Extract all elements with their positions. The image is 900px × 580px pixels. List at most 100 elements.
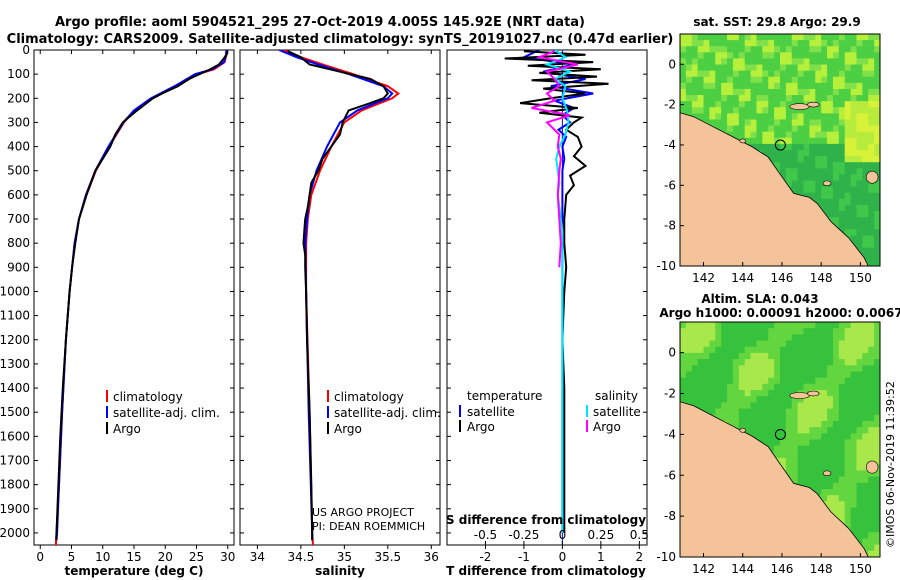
ocean-cell	[838, 445, 846, 453]
ocean-cell	[838, 390, 846, 397]
map-y-tick-label: -4	[664, 138, 676, 152]
ocean-cell	[874, 420, 880, 428]
ocean-cell	[815, 88, 822, 96]
ocean-cell	[803, 88, 811, 96]
ocean-cell	[874, 377, 880, 385]
ocean-cell	[821, 125, 828, 133]
ocean-cell	[821, 101, 828, 108]
ocean-cell	[809, 125, 816, 133]
salinity-axis: 34 34.5 35 35.5 36	[240, 49, 440, 564]
x-tick-label: 1	[597, 550, 605, 564]
ocean-cell	[850, 476, 858, 484]
ocean-cell	[803, 143, 811, 151]
depth-tick-label: 1500	[0, 405, 30, 419]
ocean-cell	[780, 119, 787, 127]
ocean-cell	[827, 383, 834, 391]
ocean-cell	[862, 156, 869, 163]
ocean-cell	[780, 156, 787, 163]
ocean-cell	[785, 137, 793, 145]
ocean-cell	[774, 334, 781, 342]
ocean-cell	[768, 377, 775, 385]
ocean-cell	[762, 427, 769, 434]
ocean-cell	[821, 352, 828, 360]
ocean-cell	[768, 396, 775, 403]
s-tick-label: -0.25	[508, 528, 539, 542]
ocean-cell	[815, 451, 822, 459]
ocean-cell	[721, 414, 728, 422]
ocean-cell	[762, 433, 769, 441]
ocean-cell	[862, 40, 869, 47]
ocean-cell	[856, 180, 863, 188]
ocean-cell	[709, 359, 716, 366]
ocean-cell	[862, 143, 869, 151]
ocean-cell	[809, 396, 816, 403]
ocean-cell	[703, 352, 711, 360]
ocean-cell	[874, 253, 880, 261]
ocean-cell	[850, 95, 858, 102]
ocean-cell	[780, 168, 787, 176]
ocean-cell	[850, 174, 858, 182]
ocean-cell	[827, 192, 834, 200]
ocean-cell	[815, 58, 822, 66]
ocean-cell	[868, 113, 875, 121]
ocean-cell	[774, 131, 781, 139]
ocean-cell	[844, 433, 852, 441]
ocean-cell	[862, 328, 869, 335]
ocean-cell	[827, 371, 834, 379]
legend-argo-swatch	[327, 422, 329, 434]
credit-line-1: US ARGO PROJECT	[312, 506, 414, 519]
ocean-cell	[709, 346, 716, 354]
ocean-cell	[821, 88, 828, 96]
ocean-cell	[844, 180, 852, 188]
ocean-cell	[862, 352, 869, 360]
ocean-cell	[797, 95, 805, 102]
ocean-cell	[774, 420, 781, 428]
ocean-cell	[838, 70, 846, 78]
ocean-cell	[791, 451, 799, 459]
s-tick-label: -0.5	[474, 528, 497, 542]
ocean-cell	[809, 420, 816, 428]
ocean-cell	[862, 229, 869, 237]
series-line-argo	[287, 50, 390, 541]
ocean-cell	[715, 414, 722, 422]
ocean-cell	[850, 346, 858, 354]
ocean-cell	[768, 402, 775, 410]
ocean-cell	[827, 162, 834, 169]
ocean-cell	[874, 544, 880, 552]
ocean-cell	[827, 359, 834, 366]
ocean-cell	[803, 34, 811, 41]
ocean-cell	[732, 340, 740, 348]
ocean-cell	[750, 34, 758, 41]
ocean-cell	[756, 125, 763, 133]
ocean-cell	[874, 476, 880, 484]
ocean-cell	[827, 427, 834, 434]
ocean-cell	[874, 439, 880, 447]
ocean-cell	[856, 217, 863, 224]
ocean-cell	[727, 131, 734, 139]
ocean-cell	[868, 95, 875, 102]
ocean-cell	[715, 125, 722, 133]
ocean-cell	[750, 70, 758, 78]
ocean-cell	[721, 125, 728, 133]
ocean-cell	[809, 334, 816, 342]
ocean-cell	[868, 488, 875, 496]
ocean-cell	[715, 46, 722, 53]
ocean-cell	[809, 445, 816, 453]
ocean-cell	[850, 414, 858, 422]
ocean-cell	[827, 365, 834, 373]
ocean-cell	[774, 125, 781, 133]
ocean-cell	[750, 396, 758, 403]
ocean-cell	[756, 371, 763, 379]
ocean-cell	[809, 82, 816, 90]
ocean-cell	[697, 322, 705, 329]
ocean-cell	[868, 52, 875, 60]
ocean-cell	[832, 322, 840, 329]
ocean-cell	[844, 229, 852, 237]
ocean-cell	[744, 334, 752, 342]
ocean-cell	[709, 119, 716, 127]
ocean-cell	[874, 334, 880, 342]
ocean-cell	[744, 107, 752, 114]
ocean-cell	[750, 113, 758, 121]
ocean-cell	[874, 495, 880, 502]
ocean-cell	[821, 162, 828, 169]
